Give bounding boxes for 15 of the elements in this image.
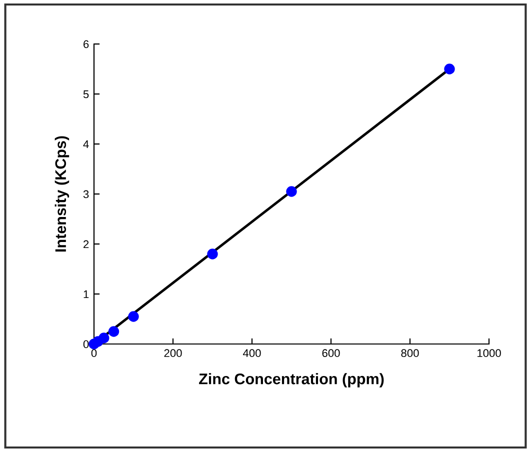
y-tick-label: 1 [84, 290, 89, 298]
x-tick-label: 1000 [477, 349, 501, 358]
x-tick-label: 600 [322, 349, 340, 358]
y-axis-title: Intensity (KCps) [54, 136, 70, 252]
y-tick-label: 2 [84, 240, 89, 248]
x-tick-label: 200 [164, 349, 182, 358]
y-tick-label: 0 [83, 340, 89, 348]
x-tick-label: 800 [401, 349, 419, 358]
x-tick-label: 400 [242, 349, 261, 358]
y-tick-label: 4 [83, 140, 89, 148]
x-tick-label: 0 [91, 349, 97, 358]
x-axis-title: Zinc Concentration (ppm) [199, 373, 384, 388]
y-tick-label: 6 [84, 40, 89, 48]
y-tick-label: 5 [83, 90, 89, 98]
y-tick-label: 3 [83, 190, 89, 198]
